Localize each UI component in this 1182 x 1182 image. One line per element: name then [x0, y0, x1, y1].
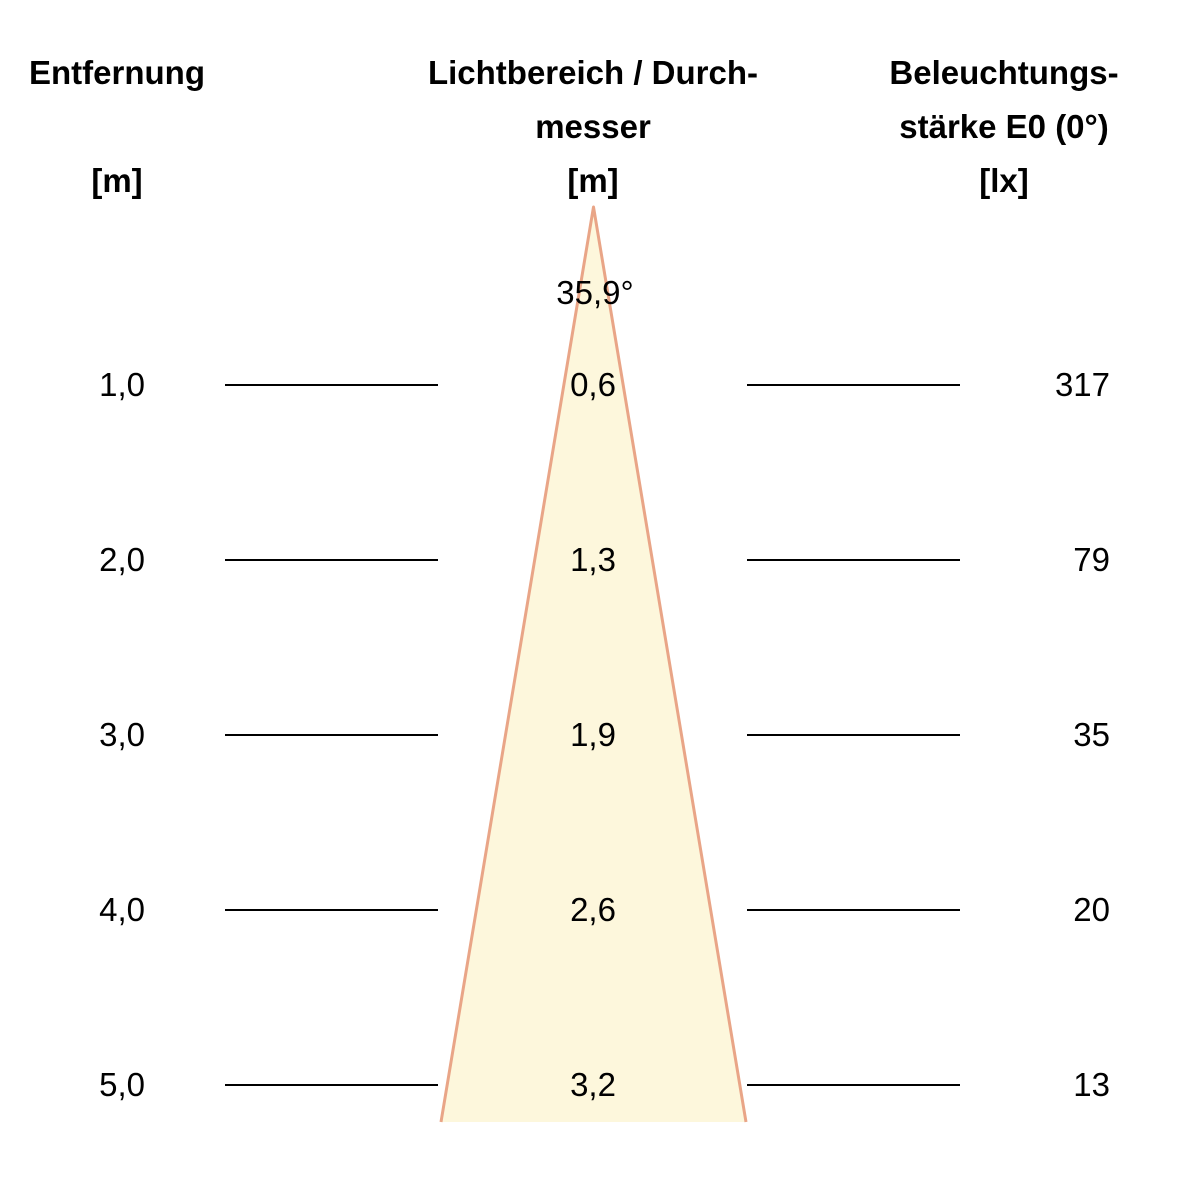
row3-distance-leader-line — [225, 734, 438, 736]
column-header-illuminance-line2: stärke E0 (0°) — [899, 108, 1109, 145]
column-unit-distance: [m] — [91, 162, 143, 199]
column-header-diameter-line2: messer — [535, 108, 651, 145]
row2-distance-value: 2,0 — [99, 541, 145, 578]
row4-illuminance-leader-line — [747, 909, 960, 911]
column-header-illuminance: Beleuchtungs- stärke E0 (0°) [lx] — [818, 46, 1182, 208]
row1-illuminance-value: 317 — [1054, 366, 1110, 403]
row2-distance-leader-line — [225, 559, 438, 561]
row1-illuminance-leader-line — [747, 384, 960, 386]
row5-distance-leader-line — [225, 1084, 438, 1086]
row1-diameter-value: 0,6 — [570, 366, 616, 403]
row5-illuminance-value: 13 — [1073, 1066, 1110, 1103]
row4-diameter-value: 2,6 — [570, 891, 616, 928]
row2-diameter-value: 1,3 — [570, 541, 616, 578]
row5-diameter-value: 3,2 — [570, 1066, 616, 1103]
row3-distance-value: 3,0 — [99, 716, 145, 753]
column-header-distance: Entfernung — [29, 54, 205, 91]
row5-illuminance-leader-line — [747, 1084, 960, 1086]
row4-distance-value: 4,0 — [99, 891, 145, 928]
beam-angle-label: 35,9° — [556, 274, 634, 311]
light-cone-shape — [439, 205, 748, 1123]
row2-illuminance-value: 79 — [1073, 541, 1110, 578]
row4-illuminance-value: 20 — [1073, 891, 1110, 928]
row5-distance-value: 5,0 — [99, 1066, 145, 1103]
column-header-diameter: Lichtbereich / Durch- messer [m] — [407, 46, 779, 208]
column-header-diameter-line1: Lichtbereich / Durch- — [427, 54, 759, 91]
row3-diameter-value: 1,9 — [570, 716, 616, 753]
column-header-illuminance-line1: Beleuchtungs- — [889, 54, 1119, 91]
row1-distance-value: 1,0 — [99, 366, 145, 403]
row4-distance-leader-line — [225, 909, 438, 911]
row1-distance-leader-line — [225, 384, 438, 386]
column-unit-illuminance: [lx] — [979, 162, 1029, 199]
column-unit-diameter: [m] — [567, 162, 619, 199]
row2-illuminance-leader-line — [747, 559, 960, 561]
row3-illuminance-leader-line — [747, 734, 960, 736]
row3-illuminance-value: 35 — [1073, 716, 1110, 753]
